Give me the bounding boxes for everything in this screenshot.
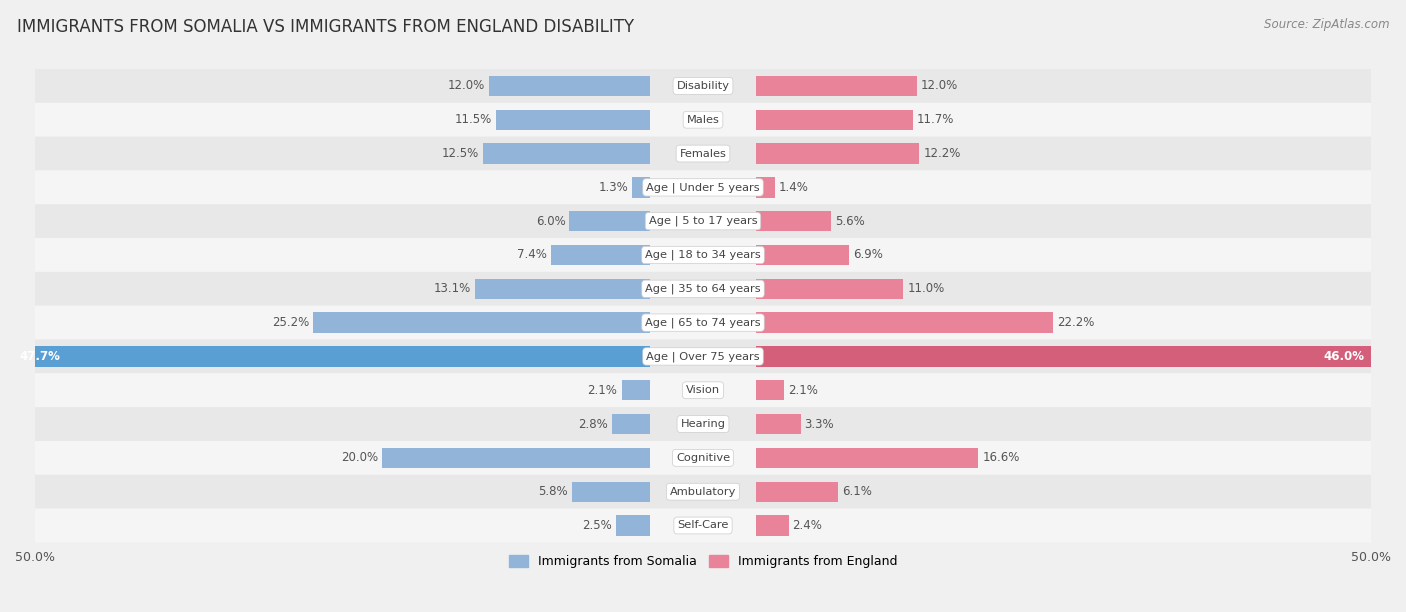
Bar (756, 278, 904, 299)
Bar (756, 245, 849, 265)
Bar (756, 177, 775, 198)
Text: 11.0%: 11.0% (907, 282, 945, 296)
Text: 11.7%: 11.7% (917, 113, 955, 126)
Bar (569, 211, 650, 231)
Text: Age | 65 to 74 years: Age | 65 to 74 years (645, 318, 761, 328)
Text: 7.4%: 7.4% (517, 248, 547, 261)
Text: IMMIGRANTS FROM SOMALIA VS IMMIGRANTS FROM ENGLAND DISABILITY: IMMIGRANTS FROM SOMALIA VS IMMIGRANTS FR… (17, 18, 634, 36)
Bar (633, 177, 650, 198)
Text: Males: Males (686, 115, 720, 125)
Bar (756, 143, 920, 163)
Bar (756, 110, 912, 130)
Bar (482, 143, 650, 163)
FancyBboxPatch shape (35, 441, 1371, 475)
FancyBboxPatch shape (35, 407, 1371, 441)
Bar (756, 346, 1371, 367)
Text: 25.2%: 25.2% (271, 316, 309, 329)
Text: Age | 5 to 17 years: Age | 5 to 17 years (648, 216, 758, 226)
Text: 22.2%: 22.2% (1057, 316, 1094, 329)
Bar (572, 482, 650, 502)
Text: 2.8%: 2.8% (578, 417, 609, 431)
Bar (13, 346, 650, 367)
Text: Cognitive: Cognitive (676, 453, 730, 463)
Bar (756, 482, 838, 502)
FancyBboxPatch shape (35, 136, 1371, 171)
Bar (616, 515, 650, 536)
Bar (756, 380, 785, 400)
FancyBboxPatch shape (35, 103, 1371, 136)
Text: 12.5%: 12.5% (441, 147, 478, 160)
Bar (489, 76, 650, 96)
Bar (551, 245, 650, 265)
Text: 47.7%: 47.7% (18, 350, 60, 363)
Bar (382, 448, 650, 468)
Text: Disability: Disability (676, 81, 730, 91)
Legend: Immigrants from Somalia, Immigrants from England: Immigrants from Somalia, Immigrants from… (503, 550, 903, 573)
FancyBboxPatch shape (35, 509, 1371, 542)
Text: 5.8%: 5.8% (538, 485, 568, 498)
Text: Self-Care: Self-Care (678, 520, 728, 531)
Bar (314, 313, 650, 333)
Text: 1.4%: 1.4% (779, 181, 808, 194)
Text: Vision: Vision (686, 385, 720, 395)
Bar (756, 448, 979, 468)
Bar (756, 313, 1053, 333)
Text: 12.2%: 12.2% (924, 147, 960, 160)
Text: 1.3%: 1.3% (599, 181, 628, 194)
Text: 12.0%: 12.0% (921, 80, 957, 92)
Text: 6.1%: 6.1% (842, 485, 872, 498)
Text: 13.1%: 13.1% (433, 282, 471, 296)
Bar (756, 414, 800, 434)
Text: 5.6%: 5.6% (835, 215, 865, 228)
FancyBboxPatch shape (35, 204, 1371, 238)
FancyBboxPatch shape (35, 340, 1371, 373)
Text: Ambulatory: Ambulatory (669, 487, 737, 497)
Text: Source: ZipAtlas.com: Source: ZipAtlas.com (1264, 18, 1389, 31)
Bar (756, 515, 789, 536)
Text: 20.0%: 20.0% (342, 452, 378, 465)
Text: Age | Over 75 years: Age | Over 75 years (647, 351, 759, 362)
Text: 12.0%: 12.0% (449, 80, 485, 92)
FancyBboxPatch shape (35, 475, 1371, 509)
Text: Hearing: Hearing (681, 419, 725, 429)
FancyBboxPatch shape (35, 238, 1371, 272)
Text: 2.5%: 2.5% (582, 519, 612, 532)
Text: Age | 18 to 34 years: Age | 18 to 34 years (645, 250, 761, 260)
FancyBboxPatch shape (35, 272, 1371, 306)
Text: 6.0%: 6.0% (536, 215, 565, 228)
Text: 6.9%: 6.9% (852, 248, 883, 261)
FancyBboxPatch shape (35, 373, 1371, 407)
Text: 2.1%: 2.1% (789, 384, 818, 397)
Text: 2.1%: 2.1% (588, 384, 617, 397)
Text: 16.6%: 16.6% (983, 452, 1019, 465)
Bar (496, 110, 650, 130)
Text: 2.4%: 2.4% (793, 519, 823, 532)
FancyBboxPatch shape (35, 171, 1371, 204)
Text: 46.0%: 46.0% (1323, 350, 1364, 363)
Bar (612, 414, 650, 434)
Text: 3.3%: 3.3% (804, 417, 834, 431)
Text: 11.5%: 11.5% (454, 113, 492, 126)
FancyBboxPatch shape (35, 306, 1371, 340)
Text: Females: Females (679, 149, 727, 159)
Text: Age | 35 to 64 years: Age | 35 to 64 years (645, 283, 761, 294)
Bar (621, 380, 650, 400)
Bar (756, 76, 917, 96)
Text: Age | Under 5 years: Age | Under 5 years (647, 182, 759, 193)
FancyBboxPatch shape (35, 69, 1371, 103)
Bar (475, 278, 650, 299)
Bar (756, 211, 831, 231)
